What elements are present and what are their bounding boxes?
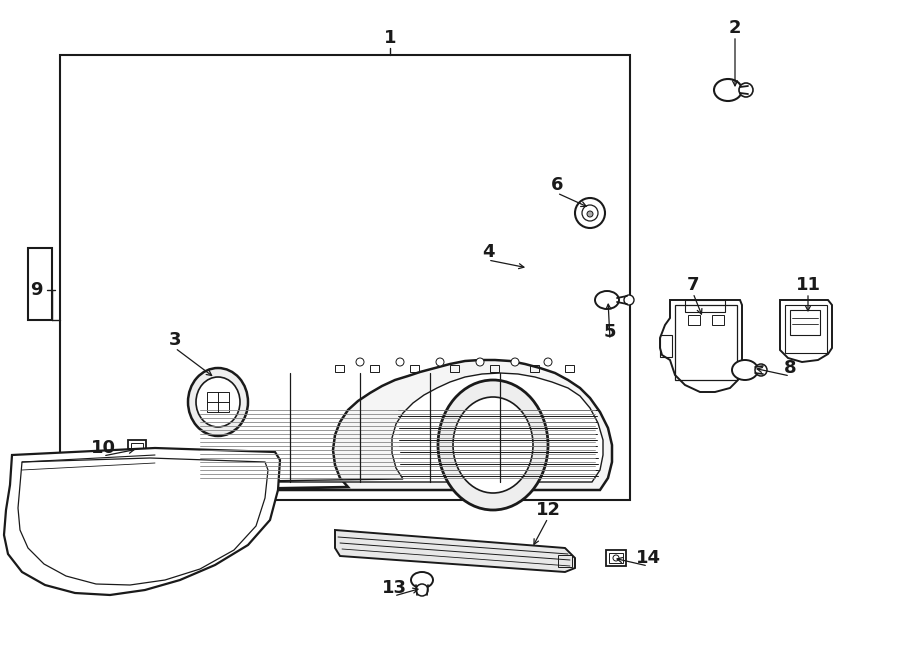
Text: 6: 6 [551, 176, 563, 194]
Bar [131, 443, 143, 451]
Ellipse shape [587, 211, 593, 217]
Ellipse shape [196, 377, 240, 427]
Bar [207, 392, 229, 412]
Polygon shape [660, 300, 742, 392]
Text: 8: 8 [784, 359, 796, 377]
Text: 2: 2 [729, 19, 742, 37]
Bar [410, 365, 419, 372]
Bar [675, 305, 737, 380]
Bar [370, 365, 379, 372]
Ellipse shape [544, 358, 552, 366]
Bar [558, 555, 572, 567]
Ellipse shape [595, 291, 619, 309]
Ellipse shape [188, 368, 248, 436]
Bar [712, 315, 724, 325]
Bar [490, 365, 499, 372]
Bar [609, 553, 623, 563]
Polygon shape [780, 300, 832, 362]
Bar [450, 365, 459, 372]
Ellipse shape [438, 380, 548, 510]
Ellipse shape [476, 358, 484, 366]
Text: 1: 1 [383, 29, 396, 47]
Text: 3: 3 [169, 331, 181, 349]
Ellipse shape [624, 295, 634, 305]
Text: 10: 10 [91, 439, 115, 457]
Ellipse shape [582, 205, 598, 221]
Ellipse shape [411, 572, 433, 588]
Bar [688, 315, 700, 325]
Polygon shape [335, 530, 575, 572]
Ellipse shape [416, 584, 428, 596]
Text: 13: 13 [382, 579, 407, 597]
Ellipse shape [575, 198, 605, 228]
Text: 4: 4 [482, 243, 494, 261]
Bar [128, 440, 146, 454]
Ellipse shape [732, 360, 758, 380]
Ellipse shape [453, 397, 533, 493]
Ellipse shape [356, 358, 364, 366]
Text: 9: 9 [30, 281, 42, 299]
Bar [335, 365, 344, 372]
Text: 5: 5 [604, 323, 617, 341]
Bar [785, 305, 827, 353]
Bar [685, 300, 725, 312]
Bar [660, 335, 672, 357]
Polygon shape [170, 360, 612, 490]
Ellipse shape [755, 364, 767, 376]
Bar [606, 550, 626, 566]
Ellipse shape [714, 79, 742, 101]
Bar [530, 365, 539, 372]
Ellipse shape [436, 358, 444, 366]
Text: 7: 7 [687, 276, 699, 294]
Bar [28, 248, 52, 320]
Bar [565, 365, 574, 372]
Bar [790, 310, 820, 335]
Polygon shape [4, 448, 280, 595]
Polygon shape [182, 373, 603, 482]
Ellipse shape [739, 83, 753, 97]
Ellipse shape [511, 358, 519, 366]
Ellipse shape [396, 358, 404, 366]
Bar [60, 55, 630, 500]
Text: 14: 14 [635, 549, 661, 567]
Text: 11: 11 [796, 276, 821, 294]
Text: 12: 12 [536, 501, 561, 519]
